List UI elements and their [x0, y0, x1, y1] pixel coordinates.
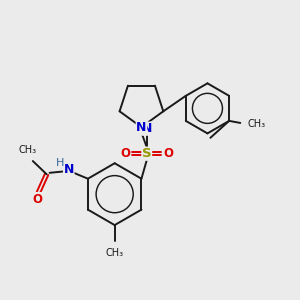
Text: H: H	[56, 158, 65, 168]
Text: O: O	[121, 147, 130, 160]
Text: CH₃: CH₃	[248, 119, 266, 129]
Text: O: O	[163, 147, 173, 160]
Text: S: S	[142, 147, 152, 160]
Text: O: O	[32, 193, 42, 206]
Text: CH₃: CH₃	[106, 248, 124, 258]
Text: CH₃: CH₃	[19, 145, 37, 154]
Text: N: N	[142, 122, 152, 135]
Text: N: N	[64, 164, 74, 176]
Text: N: N	[136, 121, 147, 134]
